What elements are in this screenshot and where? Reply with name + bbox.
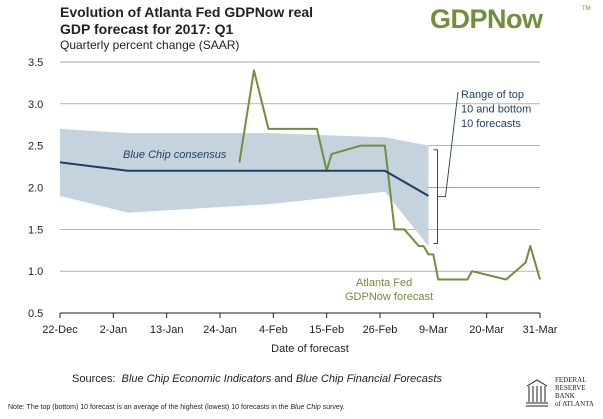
forecast-range-band [60,128,429,247]
bluechip-consensus-label: Blue Chip consensus [123,149,227,161]
federal-reserve-eagle-icon [526,379,548,407]
federal-reserve-bank-name: FEDERAL RESERVE BANK of ATLANTA [555,376,594,408]
annotations: Blue Chip consensus Range of top 10 and bo… [123,89,531,303]
x-tick-label: 26-Feb [363,324,398,336]
range-band-area [60,128,429,247]
bluechip-consensus-line [59,161,429,197]
y-tick-label: 0.5 [28,308,43,320]
axes: 0.5 1.0 1.5 2.0 2.5 3.0 3.5 22-Dec 2-Jan 13-Jan 24… [28,57,558,355]
gdpnow-forecast-label-line: GDPNow forecast [345,291,433,303]
x-tick-label: 2-Jan [100,324,128,336]
y-tick-label: 1.0 [28,266,43,278]
footnote-suffix: survey. [322,404,345,411]
gridlines [60,61,540,272]
y-tick-label: 3.5 [28,57,43,69]
chart-title: Evolution of Atlanta Fed GDPNow real GDP… [60,4,313,38]
gdpnow-logo: GDPNow [430,4,543,34]
range-band-label-line: 10 and bottom [461,104,531,116]
chart-title-line1: Evolution of Atlanta Fed GDPNow real [60,4,314,20]
footnote-prefix: Note: The top (bottom) 10 forecast is an… [8,404,289,411]
bank-name-line-3: BANK [555,392,575,400]
chart-subtitle: Quarterly percent change (SAAR) [60,38,240,52]
x-tick-label: 15-Feb [309,324,344,336]
x-tick-label: 31-Mar [523,324,558,336]
sources-line: Sources: Blue Chip Economic Indicators a… [72,373,442,385]
footnote: Note: The top (bottom) 10 forecast is an… [8,404,345,411]
chart-svg: 0.5 1.0 1.5 2.0 2.5 3.0 3.5 22-Dec 2-Jan 13-Jan 24… [28,57,558,355]
x-tick-label: 13-Jan [150,324,184,336]
sources-and: and [274,373,293,385]
range-band-label-line: Range of top [461,89,524,101]
sources-italic-1: Blue Chip Economic Indicators [121,373,272,385]
y-tick-label: 1.5 [28,224,43,236]
y-tick-label: 3.0 [28,99,43,111]
y-tick-label: 2.5 [28,141,43,153]
range-band-label-line: 10 forecasts [461,118,521,130]
range-band-leader-line [437,91,459,198]
footnote-italic: Blue Chip [290,404,321,411]
x-axis-title: Date of forecast [271,343,349,355]
gdpnow-logo-trademark: TM [582,6,591,12]
gdpnow-forecast-label-line: Atlanta Fed [356,277,412,289]
x-tick-label: 9-Mar [419,324,448,336]
x-tick-label: 24-Jan [203,324,237,336]
bank-name-line-4: of ATLANTA [555,400,594,408]
chart-title-line2: GDP forecast for 2017: Q1 [60,21,234,37]
bank-name-line-2: RESERVE [555,384,586,392]
sources-prefix: Sources: [72,373,116,385]
bank-name-line-1: FEDERAL [555,376,587,384]
x-tick-label: 22-Dec [42,324,78,336]
gdpnow-forecast-line [238,69,541,281]
series-lines [59,69,541,281]
y-tick-label: 2.0 [28,183,43,195]
x-tick-label: 4-Feb [259,324,288,336]
x-tick-label: 20-Mar [469,324,504,336]
sources-italic-2: Blue Chip Financial Forecasts [295,373,442,385]
